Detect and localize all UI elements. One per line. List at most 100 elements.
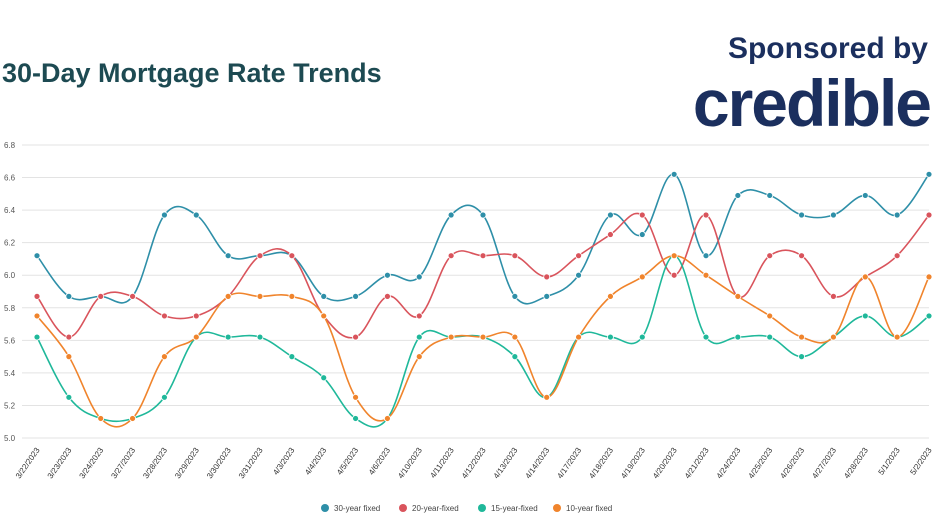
legend-swatch — [553, 504, 561, 512]
legend-swatch — [478, 504, 486, 512]
legend-swatch — [399, 504, 407, 512]
data-point — [352, 415, 359, 422]
data-point — [415, 353, 423, 361]
data-point — [766, 192, 774, 199]
legend: 30-year fixed 20-year-fixed 15-year-fixed 1… — [321, 504, 612, 513]
data-point — [702, 333, 710, 341]
data-point — [702, 211, 710, 219]
data-point — [415, 273, 423, 281]
x-tick-label: 4/17/2023 — [555, 446, 583, 481]
y-tick-label: 5.4 — [4, 369, 16, 378]
y-tick-label: 5.8 — [4, 304, 16, 313]
data-point — [511, 252, 519, 260]
data-point — [638, 333, 646, 341]
data-point — [925, 273, 932, 281]
x-tick-label: 4/27/2023 — [810, 446, 838, 481]
data-point — [670, 271, 678, 279]
data-point — [479, 211, 487, 219]
x-tick-label: 5/2/2023 — [908, 446, 932, 477]
gridlines — [22, 144, 929, 439]
x-tick-label: 4/24/2023 — [715, 446, 743, 481]
data-point — [447, 333, 455, 341]
x-tick-label: 4/25/2023 — [747, 446, 775, 481]
data-point — [893, 211, 901, 219]
data-point — [256, 333, 264, 341]
data-point — [670, 252, 678, 260]
x-tick-label: 4/13/2023 — [492, 446, 520, 481]
data-point — [224, 333, 232, 341]
x-axis-ticks: 3/22/2023 3/23/2023 3/24/2023 3/27/2023 3/28… — [14, 446, 932, 481]
data-point — [925, 312, 932, 320]
legend-swatch — [321, 504, 329, 512]
x-tick-label: 3/23/2023 — [46, 446, 74, 481]
data-point — [511, 353, 519, 361]
data-point — [65, 353, 73, 361]
y-tick-label: 6.4 — [4, 206, 16, 215]
x-tick-label: 4/10/2023 — [396, 446, 424, 481]
chart-title: 30-Day Mortgage Rate Trends — [2, 58, 382, 88]
data-point — [893, 333, 901, 341]
data-point — [798, 333, 805, 341]
x-tick-label: 3/31/2023 — [237, 446, 265, 481]
data-point — [830, 292, 837, 300]
y-tick-label: 6.0 — [4, 271, 16, 280]
data-point — [161, 312, 168, 320]
series-line-1 — [36, 212, 930, 339]
data-point — [224, 292, 232, 300]
series-points — [33, 170, 932, 422]
x-tick-label: 4/3/2023 — [271, 446, 297, 477]
series-line-0 — [36, 173, 930, 305]
data-point — [479, 252, 487, 260]
data-point — [65, 292, 73, 300]
data-point — [861, 273, 869, 281]
data-point — [192, 333, 200, 341]
data-point — [925, 170, 932, 178]
data-point — [607, 211, 614, 219]
data-point — [224, 252, 232, 260]
data-point — [320, 374, 328, 382]
data-point — [798, 211, 805, 219]
x-tick-label: 4/21/2023 — [683, 446, 711, 481]
x-tick-label: 3/28/2023 — [141, 446, 169, 481]
data-point — [734, 192, 742, 199]
y-tick-label: 6.8 — [4, 141, 16, 150]
data-point — [830, 333, 837, 341]
data-point — [670, 170, 678, 178]
data-point — [97, 415, 105, 422]
data-point — [415, 312, 423, 320]
x-tick-label: 4/20/2023 — [651, 446, 679, 481]
x-tick-label: 4/18/2023 — [587, 446, 615, 481]
x-tick-label: 4/4/2023 — [303, 446, 329, 477]
data-point — [447, 252, 455, 260]
data-point — [384, 271, 391, 279]
data-point — [129, 415, 136, 422]
x-tick-label: 3/30/2023 — [205, 446, 233, 481]
x-tick-label: 4/14/2023 — [524, 446, 552, 481]
x-tick-label: 3/22/2023 — [14, 446, 42, 481]
data-point — [638, 211, 646, 219]
data-point — [543, 273, 551, 281]
data-point — [543, 393, 551, 401]
data-point — [607, 292, 614, 300]
data-point — [33, 252, 41, 260]
legend-label: 20-year-fixed — [412, 504, 459, 513]
data-point — [734, 333, 742, 341]
data-point — [638, 231, 646, 238]
data-point — [97, 292, 105, 300]
data-point — [861, 192, 869, 199]
data-point — [893, 252, 901, 260]
data-point — [638, 273, 646, 281]
data-point — [575, 333, 582, 341]
x-tick-label: 5/1/2023 — [877, 446, 903, 477]
x-tick-label: 4/11/2023 — [428, 446, 456, 480]
data-point — [33, 312, 41, 320]
data-point — [447, 211, 455, 219]
legend-label: 30-year fixed — [334, 504, 380, 513]
y-tick-label: 6.2 — [4, 239, 16, 248]
data-point — [352, 292, 359, 300]
data-point — [33, 333, 41, 341]
data-point — [192, 312, 200, 320]
data-point — [161, 393, 168, 401]
data-point — [65, 393, 73, 401]
